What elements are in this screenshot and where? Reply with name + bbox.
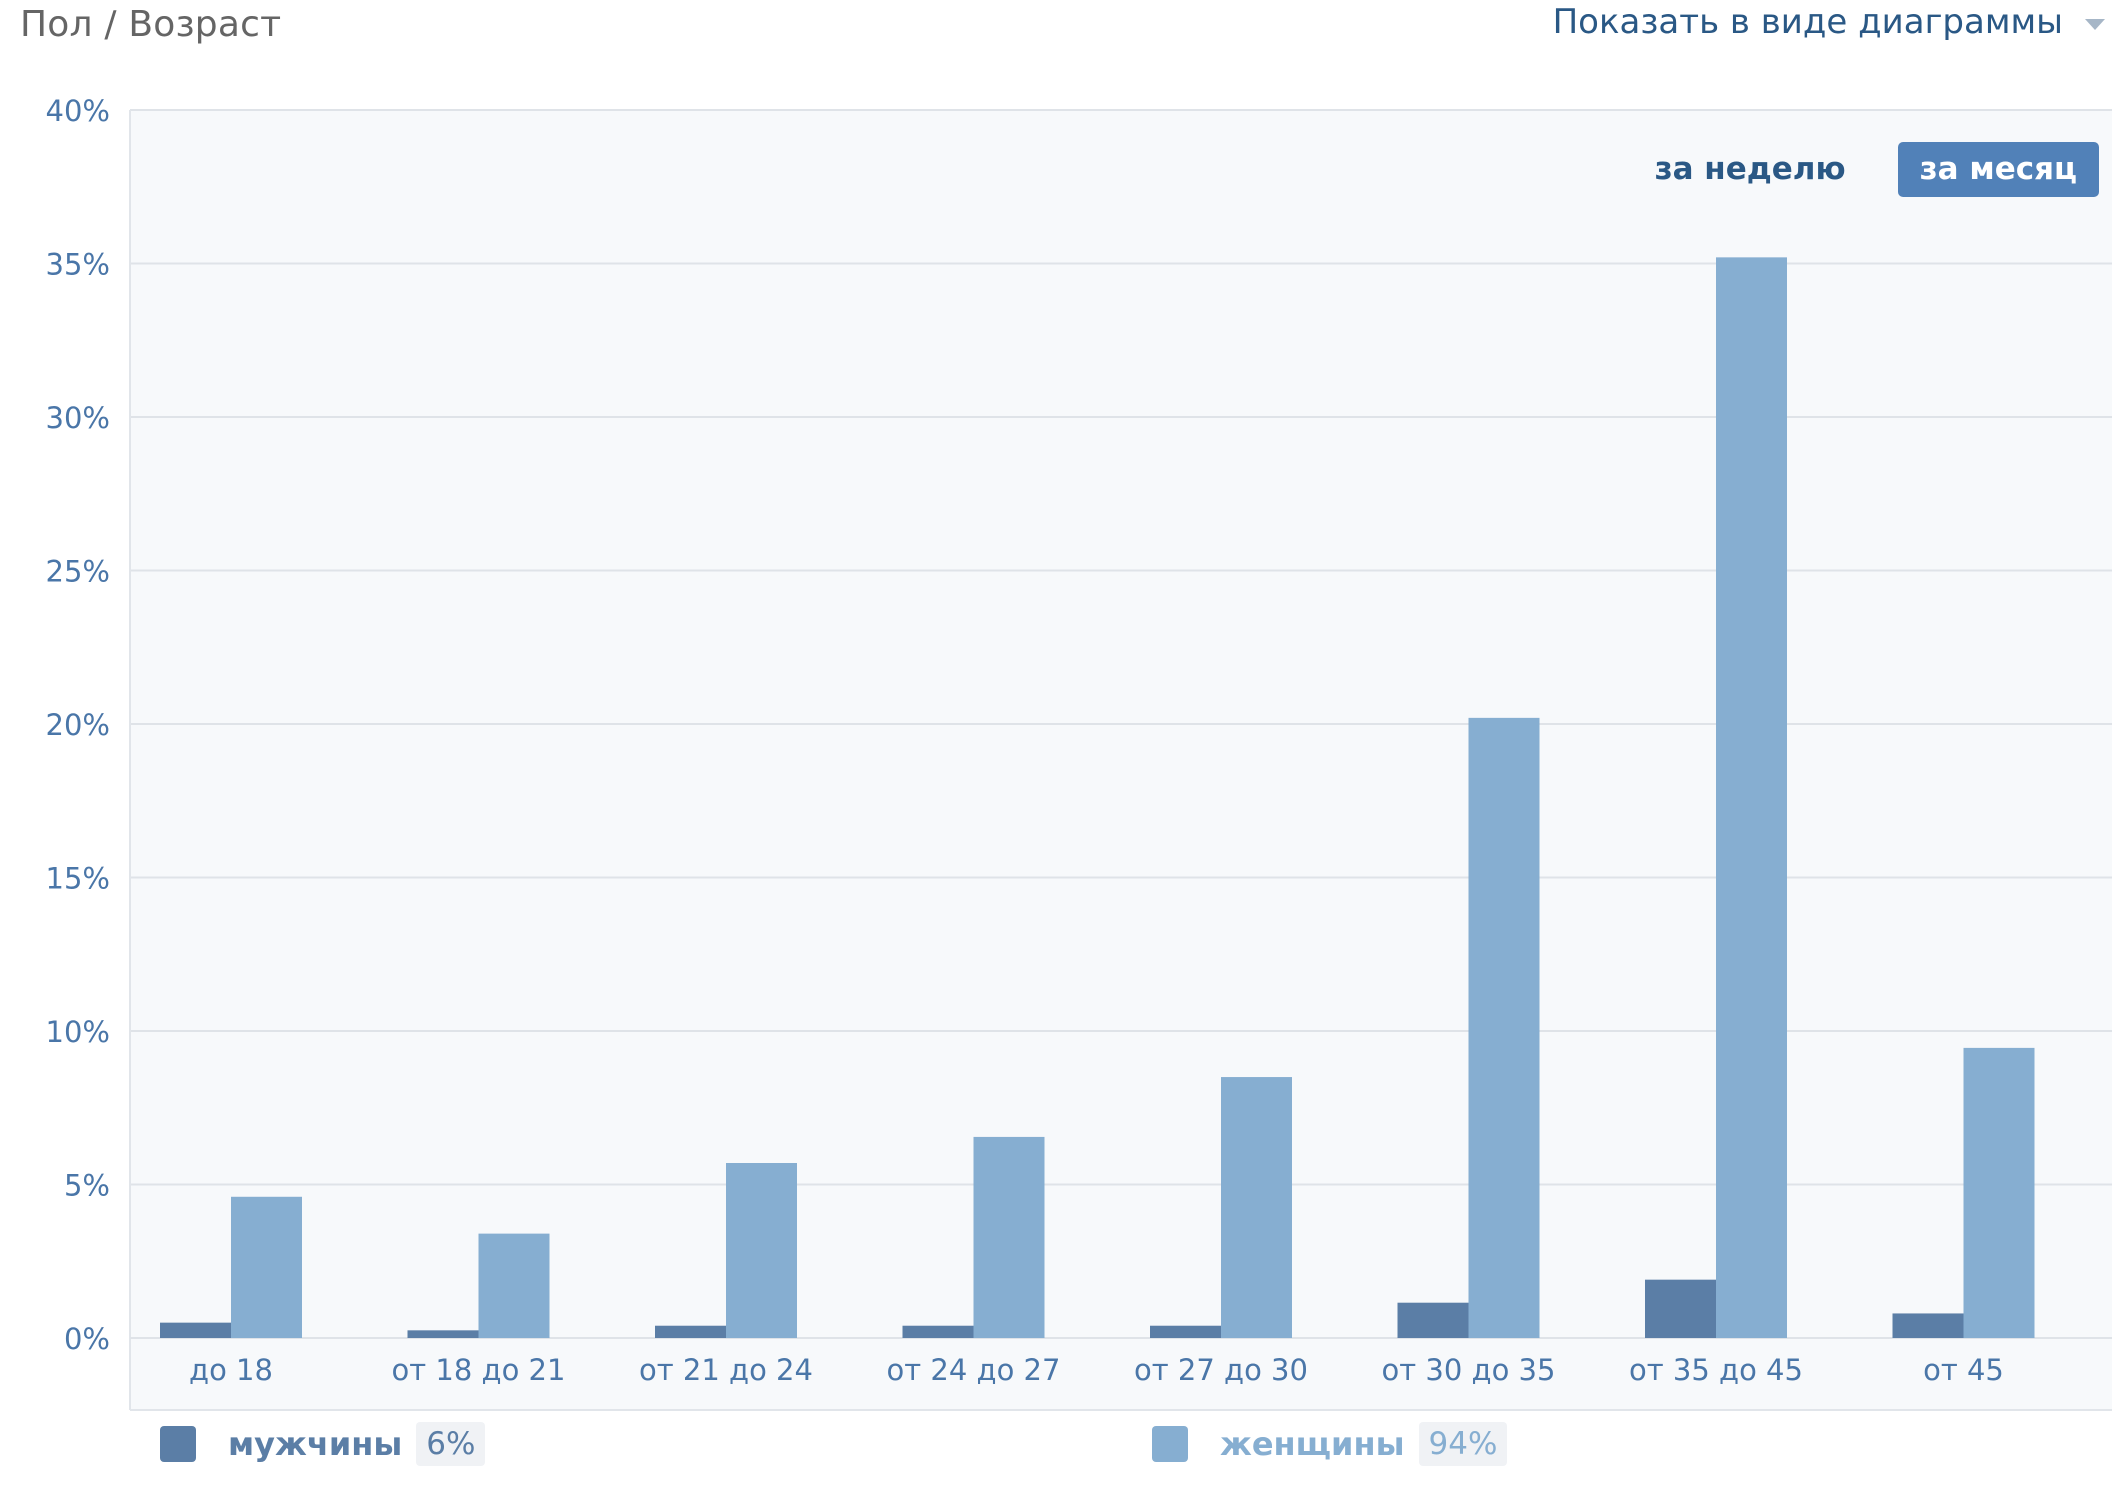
legend-label-men: мужчины — [228, 1425, 403, 1463]
legend-item-men[interactable]: мужчины 6% — [160, 1422, 486, 1466]
legend-swatch-women — [1152, 1426, 1188, 1462]
chevron-down-icon — [2085, 18, 2105, 30]
bar-women — [478, 1233, 550, 1338]
y-tick-label: 35% — [46, 248, 110, 282]
y-tick-label: 25% — [46, 555, 110, 589]
legend-swatch-men — [160, 1426, 196, 1462]
y-tick-label: 10% — [46, 1015, 110, 1049]
x-tick-label: от 30 до 35 — [1382, 1353, 1556, 1387]
x-tick-label: от 21 до 24 — [639, 1353, 813, 1387]
bar-men — [160, 1322, 231, 1338]
period-toggle: за неделю за месяц — [1633, 142, 2099, 197]
y-tick-label: 40% — [46, 94, 110, 128]
y-tick-label: 5% — [64, 1169, 110, 1203]
bar-women — [231, 1196, 302, 1338]
bar-women — [1963, 1047, 2035, 1338]
legend-item-women[interactable]: женщины 94% — [1152, 1422, 1508, 1466]
x-tick-label: до 18 — [189, 1353, 273, 1387]
y-tick-label: 0% — [64, 1322, 110, 1356]
plot-area — [130, 110, 2112, 1410]
bar-women — [726, 1163, 797, 1338]
bar-men — [1397, 1302, 1469, 1338]
y-tick-label: 30% — [46, 401, 110, 435]
bar-women — [1468, 717, 1540, 1338]
legend-percent-women: 94% — [1418, 1422, 1508, 1466]
chart-title: Пол / Возраст — [20, 4, 282, 45]
bar-men — [902, 1325, 974, 1338]
bar-women — [1716, 257, 1787, 1338]
view-mode-label: Показать в виде диаграммы — [1552, 2, 2063, 42]
x-tick-label: от 45 — [1923, 1353, 2004, 1387]
x-tick-label: от 24 до 27 — [887, 1353, 1061, 1387]
period-month-button[interactable]: за месяц — [1897, 142, 2099, 197]
bar-women — [973, 1136, 1045, 1338]
bar-men — [1892, 1313, 1964, 1338]
x-tick-label: от 18 до 21 — [392, 1353, 566, 1387]
x-tick-label: от 35 до 45 — [1629, 1353, 1803, 1387]
x-tick-label: от 27 до 30 — [1134, 1353, 1308, 1387]
bar-men — [655, 1325, 726, 1338]
period-week-button[interactable]: за неделю — [1654, 151, 1846, 187]
y-tick-label: 15% — [46, 862, 110, 896]
bar-men — [1645, 1279, 1716, 1338]
chart-legend: мужчины 6% женщины 94% — [0, 1422, 2127, 1482]
legend-label-women: женщины — [1220, 1425, 1405, 1463]
y-tick-label: 20% — [46, 708, 110, 742]
view-mode-dropdown[interactable]: Показать в виде диаграммы — [1553, 2, 2105, 42]
legend-percent-men: 6% — [416, 1422, 486, 1466]
bar-men — [407, 1330, 479, 1338]
bar-chart: 0% 5% 10% 15% 20% 25% 30% 35% 40% до 18 от 18 до 2… — [46, 94, 2112, 1411]
bar-women — [1221, 1077, 1292, 1338]
bar-men — [1150, 1325, 1221, 1338]
